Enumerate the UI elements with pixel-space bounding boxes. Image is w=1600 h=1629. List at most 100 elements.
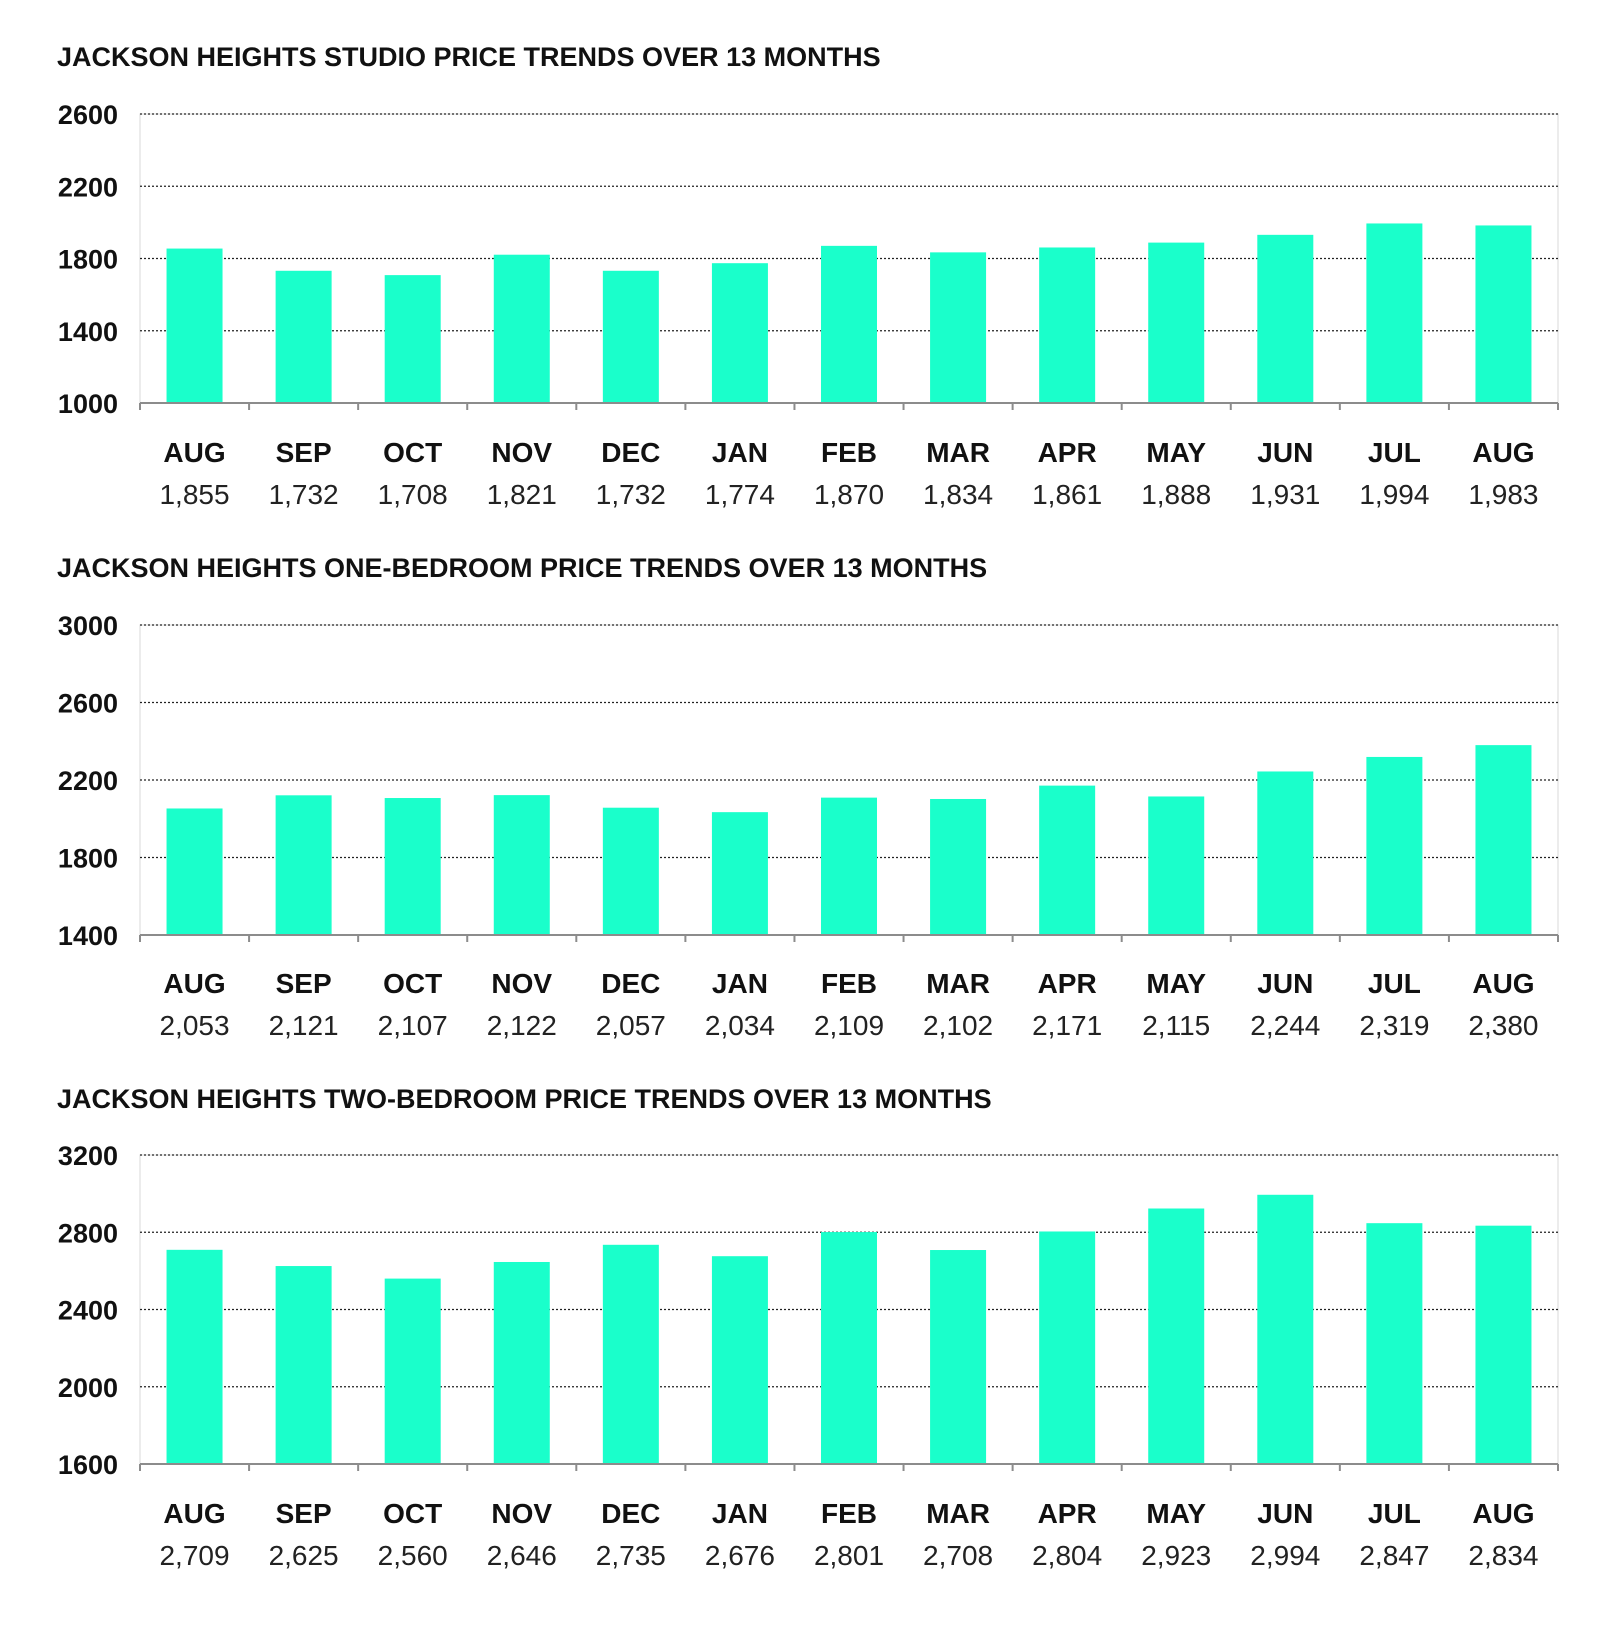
value-label: 2,171 [1032,1010,1102,1041]
bar [166,248,223,403]
bar [1475,225,1532,403]
bar [1039,1231,1096,1464]
bar [166,1249,223,1464]
value-label: 2,319 [1359,1010,1429,1041]
bar [166,808,223,935]
y-tick-label: 3200 [58,1141,118,1171]
category-label: MAR [926,1498,990,1529]
bar [602,1244,659,1464]
value-label: 2,057 [596,1010,666,1041]
bar [1148,1208,1205,1464]
bar [821,797,877,935]
bar [602,270,659,403]
value-label: 2,121 [269,1010,339,1041]
value-label: 1,774 [705,479,775,510]
category-label: SEP [276,437,332,468]
category-label: APR [1038,437,1097,468]
category-label: DEC [601,1498,660,1529]
bar [275,1266,332,1464]
category-label: DEC [601,437,660,468]
y-tick-label: 2600 [58,689,118,719]
chart-1: JACKSON HEIGHTS STUDIO PRICE TRENDS OVER… [57,42,1559,510]
bar [384,275,441,403]
category-label: NOV [491,437,552,468]
y-tick-label: 2800 [58,1218,118,1248]
bar [1039,785,1096,935]
value-label: 1,855 [159,479,229,510]
bar [711,263,768,403]
bar [493,254,550,403]
value-label: 2,122 [487,1010,557,1041]
chart-title: JACKSON HEIGHTS TWO-BEDROOM PRICE TRENDS… [57,1084,992,1114]
category-label: OCT [383,1498,442,1529]
chart-2: JACKSON HEIGHTS ONE-BEDROOM PRICE TRENDS… [57,553,1559,1041]
value-label: 1,994 [1359,479,1429,510]
bar [1148,242,1205,403]
bar [1475,745,1532,935]
category-label: MAY [1146,1498,1206,1529]
value-label: 1,861 [1032,479,1102,510]
category-label: APR [1038,1498,1097,1529]
y-tick-label: 2200 [58,172,118,202]
value-label: 2,676 [705,1540,775,1571]
bar [384,1278,441,1464]
value-label: 2,102 [923,1010,993,1041]
category-label: AUG [1472,1498,1534,1529]
y-tick-label: 1600 [58,1450,118,1480]
category-label: SEP [276,968,332,999]
category-label: NOV [491,968,552,999]
category-label: FEB [821,437,877,468]
bar [1475,1225,1532,1464]
value-label: 2,560 [378,1540,448,1571]
y-tick-label: 1000 [58,389,118,419]
category-label: MAR [926,968,990,999]
y-tick-label: 1400 [58,317,118,347]
value-label: 2,994 [1250,1540,1320,1571]
chart-title: JACKSON HEIGHTS STUDIO PRICE TRENDS OVER… [57,42,881,72]
category-label: JUL [1368,437,1421,468]
category-label: OCT [383,968,442,999]
value-label: 2,735 [596,1540,666,1571]
value-label: 1,821 [487,479,557,510]
value-label: 2,834 [1468,1540,1538,1571]
bar [275,795,332,935]
category-label: AUG [163,437,225,468]
value-label: 2,801 [814,1540,884,1571]
category-label: AUG [1472,437,1534,468]
category-label: DEC [601,968,660,999]
bar [930,1250,987,1464]
category-label: JAN [712,968,768,999]
value-label: 1,834 [923,479,993,510]
category-label: JUL [1368,1498,1421,1529]
value-label: 2,804 [1032,1540,1102,1571]
y-tick-label: 2400 [58,1296,118,1326]
value-label: 2,625 [269,1540,339,1571]
category-label: AUG [163,968,225,999]
bar [1366,223,1423,403]
y-tick-label: 2600 [58,100,118,130]
value-label: 1,732 [269,479,339,510]
y-tick-label: 3000 [58,611,118,641]
bar [930,798,987,935]
category-label: FEB [821,1498,877,1529]
y-tick-label: 2000 [58,1373,118,1403]
value-label: 2,244 [1250,1010,1320,1041]
category-label: JAN [712,1498,768,1529]
category-label: MAY [1146,968,1206,999]
category-label: JUL [1368,968,1421,999]
y-tick-label: 1800 [58,245,118,275]
category-label: APR [1038,968,1097,999]
value-label: 2,053 [159,1010,229,1041]
y-tick-label: 1800 [58,844,118,874]
value-label: 1,732 [596,479,666,510]
bar [711,812,768,935]
y-tick-label: 2200 [58,766,118,796]
bar [1366,1223,1423,1464]
value-label: 2,115 [1142,1010,1210,1041]
bar [1366,756,1423,935]
bar [275,270,332,403]
category-label: MAY [1146,437,1206,468]
value-label: 1,931 [1250,479,1320,510]
value-label: 2,709 [159,1540,229,1571]
value-label: 2,646 [487,1540,557,1571]
